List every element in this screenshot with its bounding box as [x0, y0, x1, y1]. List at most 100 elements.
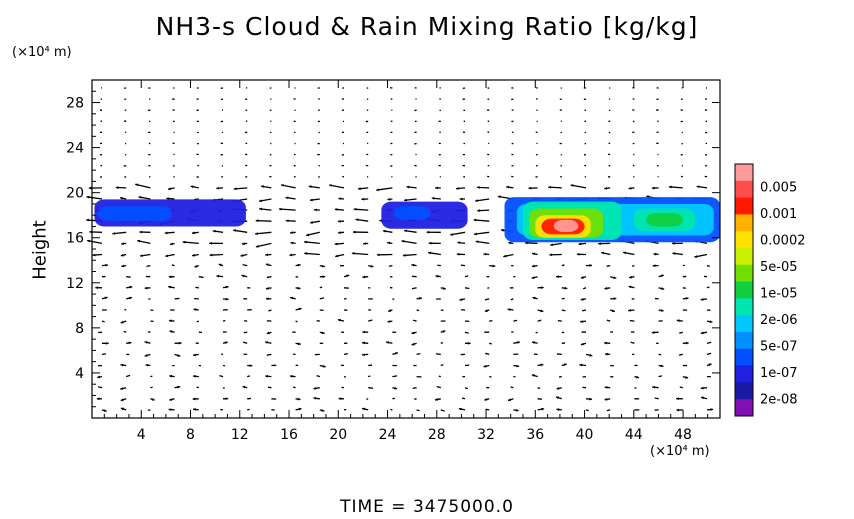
wind-vector-head — [298, 307, 302, 311]
wind-vector-head — [297, 286, 301, 290]
wind-vector-head — [531, 341, 535, 344]
wind-vector-head — [261, 185, 264, 188]
wind-vector-head — [265, 263, 269, 267]
wind-vector-head — [120, 363, 124, 367]
colorbar-swatch — [735, 399, 753, 417]
x-tick-label: 4 — [137, 427, 146, 443]
wind-vector — [606, 409, 611, 412]
wind-vector — [266, 353, 272, 356]
wind-vector-head — [321, 409, 325, 412]
wind-vector — [461, 397, 466, 400]
wind-vector — [243, 331, 248, 334]
colorbar-swatch — [735, 298, 753, 316]
wind-vector-head — [653, 252, 657, 256]
wind-vector-head — [636, 375, 639, 379]
wind-vector-head — [297, 263, 301, 267]
wind-vector-head — [289, 374, 293, 378]
wind-vector-head — [628, 308, 631, 312]
wind-vector — [247, 375, 251, 378]
wind-vector-head — [362, 330, 366, 334]
wind-vector-head — [515, 408, 519, 412]
wind-vector-head — [310, 221, 313, 224]
colorbar-swatch — [735, 281, 753, 299]
wind-vector — [343, 353, 348, 356]
wind-vector-head — [376, 253, 380, 257]
wind-vector-head — [334, 242, 338, 246]
wind-vector-head — [701, 396, 704, 400]
wind-vector-head — [459, 298, 463, 301]
wind-vector-head — [265, 253, 269, 257]
wind-vector-head — [362, 407, 365, 411]
wind-vector-head — [281, 183, 284, 187]
wind-vector-head — [353, 207, 357, 211]
wind-vector — [341, 153, 345, 156]
wind-vector-head — [165, 254, 169, 258]
wind-vector-head — [278, 207, 282, 211]
wind-vector-head — [458, 407, 462, 411]
wind-vector — [222, 387, 225, 389]
wind-vector — [464, 275, 469, 278]
wind-vector — [537, 319, 542, 322]
wind-vector-head — [589, 397, 593, 401]
wind-vector-head — [192, 253, 195, 257]
wind-vector-head — [140, 254, 143, 258]
colorbar-swatch — [735, 180, 753, 199]
wind-vector — [150, 386, 153, 389]
wind-vector-head — [457, 241, 461, 245]
wind-vector-head — [676, 408, 680, 412]
colorbar-label: 1e-05 — [760, 287, 798, 302]
wind-vector-head — [685, 297, 689, 300]
wind-vector-head — [216, 186, 220, 190]
wind-vector-head — [362, 353, 365, 357]
wind-vector-head — [676, 397, 679, 401]
wind-vector-head — [334, 208, 338, 211]
wind-vector-head — [508, 241, 512, 245]
wind-vector-head — [169, 319, 172, 323]
wind-vector-head — [265, 286, 269, 290]
mixing-ratio-field — [94, 197, 720, 243]
wind-vector-head — [651, 331, 655, 334]
x-tick-label: 32 — [477, 427, 495, 443]
y-tick-label: 8 — [75, 321, 84, 337]
wind-vector-head — [138, 195, 142, 199]
wind-vector-head — [87, 239, 90, 243]
wind-vector — [316, 374, 320, 378]
wind-vector — [510, 386, 514, 389]
wind-vector-head — [306, 233, 310, 237]
wind-vector-head — [361, 197, 365, 201]
wind-vector-head — [351, 252, 355, 255]
wind-vector — [438, 375, 441, 378]
wind-vector-head — [168, 408, 172, 412]
wind-vector-head — [473, 218, 477, 222]
wind-vector-head — [240, 254, 244, 257]
wind-vector-head — [455, 187, 459, 190]
wind-vector — [319, 297, 325, 300]
y-tick-label: 28 — [66, 96, 84, 112]
wind-vector-head — [387, 320, 391, 323]
wind-vector-head — [387, 241, 391, 245]
colorbar-swatch — [735, 315, 753, 333]
wind-vector-head — [120, 196, 123, 200]
wind-vector-head — [604, 186, 608, 190]
wind-vector-head — [169, 398, 173, 401]
wind-vector-head — [503, 254, 507, 258]
wind-vector-head — [166, 197, 170, 201]
wind-vector-head — [564, 286, 568, 290]
wind-vector-head — [578, 242, 582, 246]
wind-vector-head — [442, 286, 446, 290]
wind-vector — [182, 241, 199, 245]
wind-vector-head — [484, 309, 488, 312]
wind-vector — [171, 264, 175, 267]
wind-vector-head — [710, 408, 714, 412]
wind-vector-head — [541, 407, 545, 411]
colorbar-label: 0.005 — [760, 181, 797, 196]
wind-vector — [416, 353, 421, 356]
wind-vector-head — [394, 386, 398, 390]
colorbar-swatch — [735, 332, 753, 350]
wind-vector — [436, 385, 441, 389]
wind-vector-head — [225, 397, 229, 401]
wind-vector — [440, 409, 445, 412]
wind-vector — [585, 409, 589, 412]
wind-vector-head — [651, 186, 655, 190]
